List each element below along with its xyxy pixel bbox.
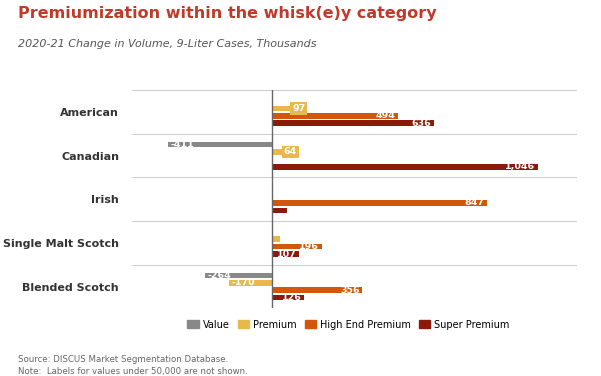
Text: 64: 64 [284,147,297,156]
Bar [272,200,487,206]
Text: 107: 107 [277,250,297,259]
Bar [229,280,272,286]
Bar [272,237,279,242]
Text: 196: 196 [299,242,319,251]
Text: -170: -170 [231,278,255,287]
Text: 847: 847 [465,199,485,208]
Bar [272,106,297,111]
Text: 636: 636 [411,119,431,128]
Bar [272,208,287,213]
Text: 2020-21 Change in Volume, 9-Liter Cases, Thousands: 2020-21 Change in Volume, 9-Liter Cases,… [18,39,317,50]
Text: Note:  Labels for values under 50,000 are not shown.: Note: Labels for values under 50,000 are… [18,367,248,376]
Bar [272,164,538,170]
Bar [272,251,299,257]
Bar [272,120,434,126]
Text: 97: 97 [292,104,305,113]
Bar [272,287,362,293]
Bar [272,113,397,118]
Text: Premiumization within the whisk(e)y category: Premiumization within the whisk(e)y cate… [18,6,437,21]
Text: -411: -411 [170,140,194,149]
Bar [205,273,272,278]
Text: Source: DISCUS Market Segmentation Database.: Source: DISCUS Market Segmentation Datab… [18,355,228,364]
Bar [272,149,288,155]
Bar [272,244,322,249]
Text: 1,046: 1,046 [505,162,535,171]
Text: 356: 356 [340,286,360,295]
Text: 126: 126 [282,293,302,302]
Text: -264: -264 [207,271,231,280]
Bar [272,295,304,300]
Text: 494: 494 [375,111,395,120]
Bar [168,142,272,147]
Legend: Value, Premium, High End Premium, Super Premium: Value, Premium, High End Premium, Super … [183,316,514,334]
